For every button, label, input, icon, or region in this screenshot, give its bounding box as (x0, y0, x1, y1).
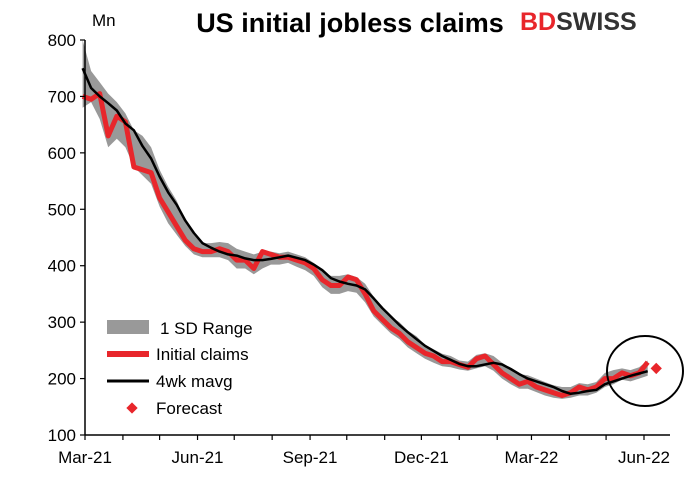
logo-primary: BD (520, 8, 556, 36)
x-tick-label: Mar-22 (505, 448, 559, 467)
svg-text:BDSWISS: BDSWISS (520, 8, 637, 36)
y-tick-label: 500 (48, 200, 76, 219)
series-initial-claims-line (81, 91, 650, 398)
legend-label-4wk-mavg: 4wk mavg (156, 372, 233, 391)
series-lines-layer (81, 67, 650, 398)
bdswiss-logo: BDSWISS (520, 8, 637, 36)
y-tick-label: 400 (48, 257, 76, 276)
x-tick-label: Mar-21 (58, 448, 112, 467)
x-tick-label: Dec-21 (394, 448, 449, 467)
legend-label-forecast: Forecast (156, 399, 222, 418)
axes-layer (80, 39, 670, 440)
y-tick-label: 700 (48, 87, 76, 106)
y-tick-label: 800 (48, 31, 76, 50)
legend-swatch-sd-range (107, 320, 149, 334)
y-tick-label: 300 (48, 313, 76, 332)
forecast-point (650, 362, 662, 375)
y-tick-label: 100 (48, 426, 76, 445)
chart-title: US initial jobless claims (196, 8, 504, 38)
legend-label-initial-claims: Initial claims (156, 345, 249, 364)
x-tick-label: Sep-21 (283, 448, 338, 467)
y-tick-label: 200 (48, 370, 76, 389)
legend-swatch-forecast (126, 402, 138, 414)
legend: 1 SD Range Initial claims 4wk mavg Forec… (107, 319, 253, 418)
tick-labels-layer: 100 200 300 400 500 600 700 800 Mar-21 Jun-21 Sep-… (48, 31, 670, 467)
series-4wk-mavg-line (81, 67, 649, 396)
x-tick-label: Jun-21 (172, 448, 224, 467)
legend-label-sd-range: 1 SD Range (160, 319, 253, 338)
forecast-highlight-circle (606, 335, 684, 407)
forecast-marker-layer (650, 362, 662, 375)
y-axis-unit-label: Mn (92, 11, 116, 30)
logo-secondary: SWISS (556, 8, 637, 36)
x-tick-label: Jun-22 (618, 448, 670, 467)
y-tick-label: 600 (48, 144, 76, 163)
